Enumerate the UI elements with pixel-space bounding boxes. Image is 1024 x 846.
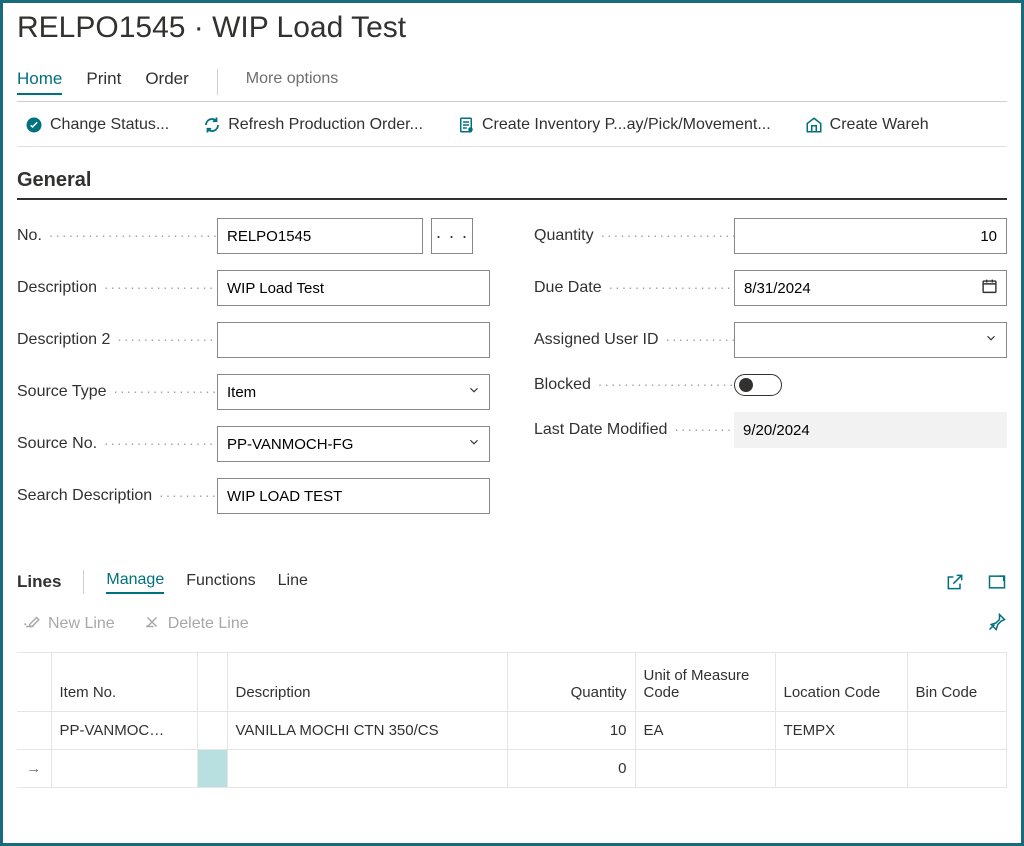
action-label: Change Status... xyxy=(50,116,169,134)
general-form: No. · · · Description Description 2 Sour… xyxy=(17,218,1007,514)
lines-toolbar: New Line Delete Line xyxy=(17,594,1007,653)
cell-description[interactable] xyxy=(227,749,507,787)
row-marker[interactable]: → xyxy=(17,749,51,787)
blocked-toggle[interactable] xyxy=(734,374,782,396)
lines-tab-manage[interactable]: Manage xyxy=(106,571,164,594)
row-marker[interactable] xyxy=(17,711,51,749)
col-marker xyxy=(17,653,51,711)
description-input[interactable] xyxy=(217,270,490,306)
col-description[interactable]: Description xyxy=(227,653,507,711)
new-line-button[interactable]: New Line xyxy=(23,613,115,636)
delete-line-button[interactable]: Delete Line xyxy=(143,613,249,636)
action-label: Refresh Production Order... xyxy=(228,116,423,134)
cell-uom[interactable]: EA xyxy=(635,711,775,749)
source-no-select[interactable] xyxy=(217,426,490,462)
create-warehouse-icon xyxy=(805,116,823,134)
label-last-date-modified: Last Date Modified xyxy=(534,421,671,438)
grid-header-row: Item No. Description Quantity Unit of Me… xyxy=(17,653,1007,711)
main-tab-row: Home Print Order More options xyxy=(17,69,1007,102)
lines-header: Lines Manage Functions Line xyxy=(17,570,1007,594)
cell-hidden xyxy=(197,749,227,787)
label-due-date: Due Date xyxy=(534,279,606,296)
label-blocked: Blocked xyxy=(534,376,595,393)
action-change-status[interactable]: Change Status... xyxy=(25,116,169,134)
cell-location[interactable]: TEMPX xyxy=(775,711,907,749)
refresh-icon xyxy=(203,116,221,134)
pin-icon[interactable] xyxy=(987,612,1007,636)
label-description2: Description 2 xyxy=(17,331,114,348)
share-icon[interactable] xyxy=(945,572,965,592)
action-bar: Change Status... Refresh Production Orde… xyxy=(17,102,1007,147)
action-label: Create Wareh xyxy=(830,116,929,134)
cell-item-no[interactable]: PP-VANMOC… xyxy=(51,711,197,749)
cell-quantity[interactable]: 10 xyxy=(507,711,635,749)
col-quantity[interactable]: Quantity xyxy=(507,653,635,711)
description2-input[interactable] xyxy=(217,322,490,358)
col-uom[interactable]: Unit of Measure Code xyxy=(635,653,775,711)
action-label: Create Inventory P...ay/Pick/Movement... xyxy=(482,116,771,134)
cell-description[interactable]: VANILLA MOCHI CTN 350/CS xyxy=(227,711,507,749)
lines-tab-line[interactable]: Line xyxy=(278,572,308,593)
change-status-icon xyxy=(25,116,43,134)
source-type-select[interactable] xyxy=(217,374,490,410)
assigned-user-id-select[interactable] xyxy=(734,322,1007,358)
label-quantity: Quantity xyxy=(534,227,598,244)
page-title: RELPO1545 · WIP Load Test xyxy=(17,3,1007,69)
label-search-description: Search Description xyxy=(17,487,156,504)
tab-divider xyxy=(217,69,218,95)
label-description: Description xyxy=(17,279,101,296)
tab-order[interactable]: Order xyxy=(145,69,188,95)
lines-tab-functions[interactable]: Functions xyxy=(186,572,255,593)
col-bin[interactable]: Bin Code xyxy=(907,653,1007,711)
lines-title: Lines xyxy=(17,572,61,592)
create-inventory-icon xyxy=(457,116,475,134)
tab-home[interactable]: Home xyxy=(17,69,62,95)
due-date-input[interactable] xyxy=(734,270,1007,306)
action-create-warehouse[interactable]: Create Wareh xyxy=(805,116,929,134)
expand-icon[interactable] xyxy=(987,572,1007,592)
lines-grid: Item No. Description Quantity Unit of Me… xyxy=(17,653,1007,788)
label-no: No. xyxy=(17,227,46,244)
action-create-inventory[interactable]: Create Inventory P...ay/Pick/Movement... xyxy=(457,116,771,134)
label-assigned-user-id: Assigned User ID xyxy=(534,331,663,348)
tab-print[interactable]: Print xyxy=(86,69,121,95)
search-description-input[interactable] xyxy=(217,478,490,514)
col-hidden xyxy=(197,653,227,711)
no-lookup-button[interactable]: · · · xyxy=(431,218,473,254)
cell-bin[interactable] xyxy=(907,711,1007,749)
col-item-no[interactable]: Item No. xyxy=(51,653,197,711)
col-location[interactable]: Location Code xyxy=(775,653,907,711)
label-source-type: Source Type xyxy=(17,383,111,400)
cell-uom[interactable] xyxy=(635,749,775,787)
delete-line-icon xyxy=(143,613,161,636)
tab-more-options[interactable]: More options xyxy=(246,70,339,94)
cell-bin[interactable] xyxy=(907,749,1007,787)
quantity-input[interactable] xyxy=(734,218,1007,254)
button-label: Delete Line xyxy=(168,615,249,633)
label-source-no: Source No. xyxy=(17,435,101,452)
table-row[interactable]: PP-VANMOC… VANILLA MOCHI CTN 350/CS 10 E… xyxy=(17,711,1007,749)
section-general-title: General xyxy=(17,147,1007,200)
cell-item-no[interactable] xyxy=(51,749,197,787)
cell-location[interactable] xyxy=(775,749,907,787)
new-line-icon xyxy=(23,613,41,636)
cell-quantity[interactable]: 0 xyxy=(507,749,635,787)
arrow-right-icon: → xyxy=(25,760,43,777)
action-refresh-production-order[interactable]: Refresh Production Order... xyxy=(203,116,423,134)
cell-hidden xyxy=(197,711,227,749)
button-label: New Line xyxy=(48,615,115,633)
lines-divider xyxy=(83,570,84,594)
table-row[interactable]: → 0 xyxy=(17,749,1007,787)
last-date-modified-field xyxy=(734,412,1007,448)
no-input[interactable] xyxy=(217,218,423,254)
